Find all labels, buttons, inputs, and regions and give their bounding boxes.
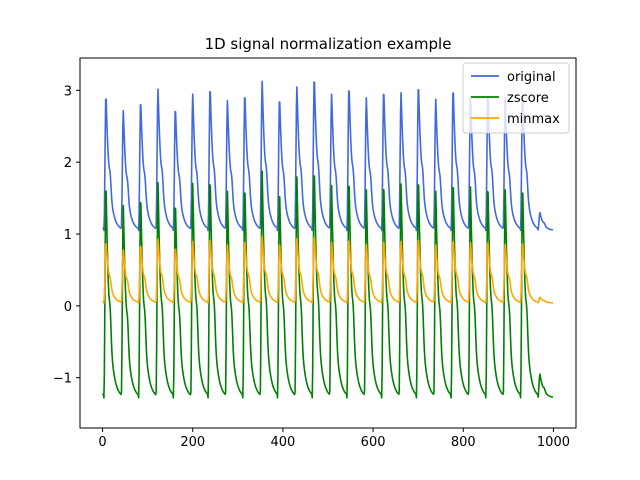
y-tick-label: −1 — [53, 372, 72, 387]
y-axis: −1 0 1 2 3 — [53, 84, 80, 387]
legend: original zscore minmax — [462, 62, 570, 134]
y-tick-label: 1 — [64, 228, 72, 243]
chart-title: 1D signal normalization example — [205, 35, 452, 53]
y-tick-label: 2 — [64, 156, 72, 171]
y-tick-label: 0 — [64, 300, 72, 315]
x-tick-label: 600 — [361, 435, 386, 450]
series-line-minmax — [102, 235, 554, 304]
x-tick-label: 0 — [98, 435, 106, 450]
legend-label-minmax: minmax — [507, 112, 560, 127]
series-line-original — [102, 80, 554, 232]
x-tick-label: 200 — [180, 435, 205, 450]
x-tick-label: 400 — [270, 435, 295, 450]
x-tick-label: 1000 — [537, 435, 570, 450]
x-tick-label: 800 — [451, 435, 476, 450]
legend-label-original: original — [507, 70, 556, 85]
x-axis: 0 200 400 600 800 1000 — [98, 428, 570, 450]
plot-frame — [79, 57, 577, 429]
series-group — [101, 80, 554, 399]
plot-area — [79, 57, 577, 429]
y-tick-label: 3 — [64, 84, 72, 99]
series-line-zscore — [101, 170, 554, 399]
legend-label-zscore: zscore — [507, 91, 549, 106]
legend-box — [462, 62, 570, 134]
